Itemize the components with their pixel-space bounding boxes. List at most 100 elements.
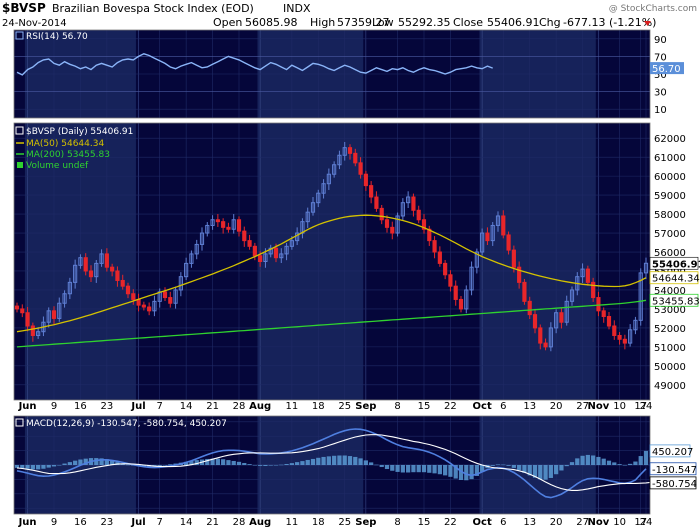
x-tick-label: 16	[74, 517, 87, 528]
candle-body	[110, 266, 115, 272]
candle-body	[236, 219, 242, 232]
ma200-line	[16, 299, 647, 348]
x-tick-label: 15	[418, 401, 431, 412]
candle-body	[326, 173, 331, 185]
rsi-tick-label: 30	[654, 88, 667, 99]
macd-histogram-bar	[67, 462, 72, 465]
candle-body	[596, 297, 601, 312]
candle-body	[94, 262, 99, 278]
macd-histogram-bar	[628, 463, 633, 465]
x-tick-label: 17	[634, 401, 647, 412]
macd-histogram-bar	[326, 456, 331, 465]
macd-histogram-bar	[395, 465, 400, 472]
macd-histogram-bar	[332, 455, 337, 465]
chart-header: $BVSP Brazilian Bovespa Stock Index (EOD…	[2, 1, 697, 29]
symbol: $BVSP	[2, 1, 46, 15]
price-tick-label: 62000	[654, 134, 686, 145]
macd-histogram-bar	[194, 460, 199, 465]
candle-body	[538, 327, 543, 344]
price-tags: 55406.91 54644.34 53455.83	[649, 256, 700, 307]
rsi-tick-label: 90	[654, 35, 667, 46]
macd-histogram-bar	[215, 458, 220, 465]
macd-histogram-bar	[490, 465, 495, 466]
candle-body	[358, 162, 363, 175]
macd-histogram-bar	[548, 465, 553, 478]
candle-body	[437, 251, 442, 264]
candle-body	[374, 196, 379, 209]
macd-histogram-bar	[162, 465, 168, 466]
macd-histogram-bar	[279, 464, 284, 466]
rsi-tick-label: 10	[654, 105, 667, 116]
candle-body	[474, 251, 479, 268]
macd-line	[16, 428, 647, 499]
macd-histogram-bar	[400, 465, 405, 473]
candle-body	[125, 285, 131, 295]
candle-body	[485, 232, 490, 242]
x-tick-label: Sep	[355, 517, 376, 528]
macd-legend-text: MACD(12,26,9) -130.547, -580.754, 450.20…	[26, 419, 227, 429]
ma50-value: 54644.34	[652, 274, 700, 285]
candle-body	[495, 215, 501, 226]
x-tick-label: 20	[550, 517, 563, 528]
candle-body	[633, 319, 638, 331]
macd-histogram-bar	[532, 465, 538, 478]
down-arrow-icon	[644, 21, 651, 26]
macd-signal-value: -580.754	[652, 479, 697, 490]
macd-histogram-bar	[210, 458, 215, 465]
macd-histogram-bar	[57, 465, 62, 466]
macd-histogram-bar	[363, 460, 368, 465]
candle-body	[591, 281, 596, 299]
candle-body	[458, 298, 464, 310]
candle-body	[369, 185, 374, 198]
x-tick-label: Nov	[588, 517, 610, 528]
x-tick-label: Jun	[18, 517, 37, 528]
candle-body	[73, 264, 78, 283]
macd-histogram-bar	[501, 464, 506, 466]
macd-histogram-bar	[189, 460, 194, 465]
macd-histogram-bar	[638, 456, 643, 465]
x-tick-label: 13	[523, 517, 536, 528]
candle-body	[347, 147, 353, 154]
x-tick-label: 13	[523, 401, 536, 412]
price-tick-label: 54000	[654, 286, 686, 297]
x-tick-label: 25	[338, 517, 351, 528]
macd-histogram-bar	[83, 458, 88, 465]
rsi-tick-label: 70	[654, 52, 667, 63]
macd-histogram-bar	[236, 461, 242, 465]
candle-body	[30, 325, 35, 336]
candle-body	[564, 300, 569, 323]
macd-histogram-bar	[379, 465, 384, 468]
macd-histogram-bar	[538, 465, 543, 480]
macd-histogram-bar	[569, 462, 575, 465]
candle-body	[517, 266, 522, 283]
candle-body	[20, 308, 25, 314]
open-label: Open	[213, 16, 242, 29]
rsi-last-value: 56.70	[652, 64, 681, 75]
candle-body	[622, 338, 627, 344]
candle-body	[321, 183, 326, 194]
macd-histogram-bar	[522, 465, 527, 473]
macd-histogram-bar	[36, 465, 41, 470]
macd-histogram-bar	[622, 465, 627, 466]
candle-body	[226, 226, 231, 230]
candle-body	[99, 253, 104, 264]
macd-histogram-bar	[252, 465, 257, 466]
macd-histogram-bar	[406, 465, 411, 473]
candle-body	[263, 253, 268, 263]
candle-body	[194, 243, 199, 255]
macd-histogram-bar	[205, 458, 210, 465]
x-tick-label: 11	[285, 517, 298, 528]
macd-histogram-bar	[633, 461, 638, 465]
macd-histogram-bar	[617, 464, 622, 465]
candle-body	[178, 276, 183, 291]
price-tick-label: 53000	[654, 305, 686, 316]
macd-histogram-bar	[110, 460, 115, 465]
x-tick-label: Oct	[473, 401, 492, 412]
x-tick-label: Oct	[473, 517, 492, 528]
x-tick-label: 6	[500, 401, 506, 412]
x-tick-label: 25	[338, 401, 351, 412]
candle-body	[162, 291, 168, 299]
candle-body	[453, 285, 458, 300]
x-tick-label: 8	[394, 517, 400, 528]
macd-histogram-bar	[20, 465, 25, 469]
